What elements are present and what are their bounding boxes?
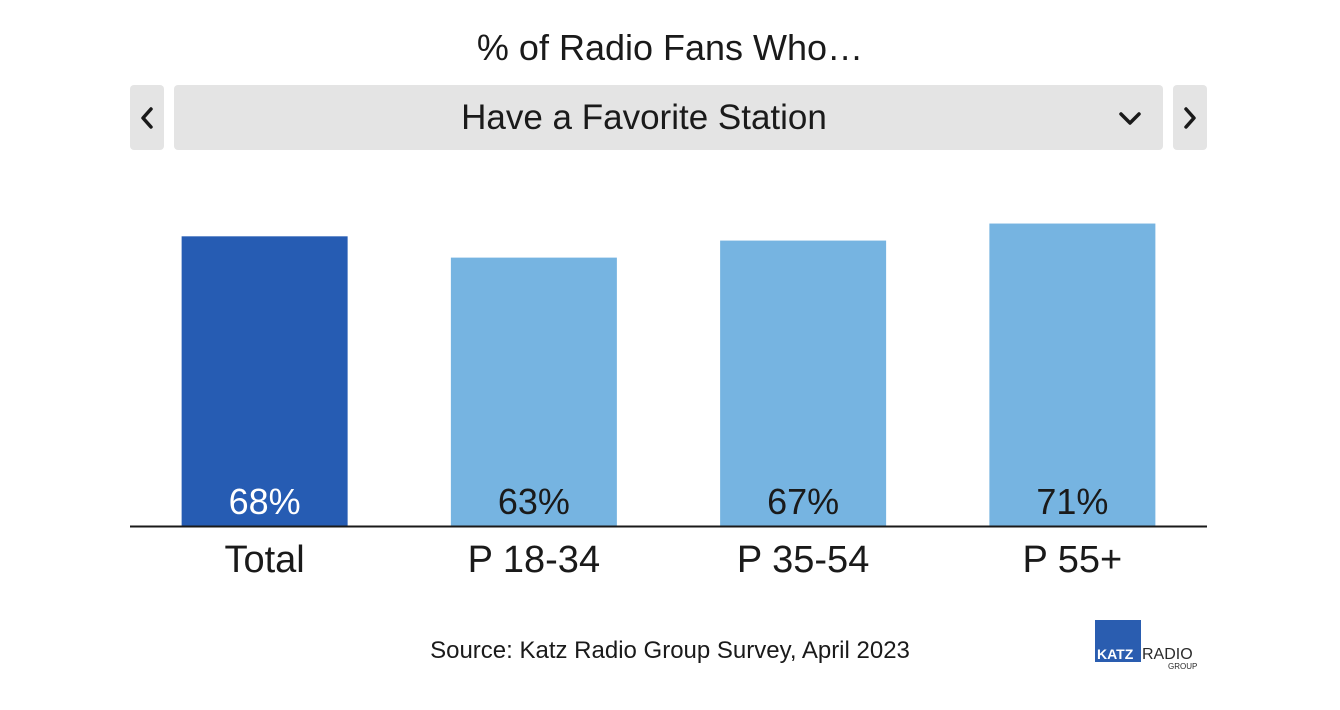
katz-radio-logo: KATZ RADIO GROUP — [1095, 620, 1205, 672]
chevron-left-icon — [141, 106, 153, 129]
chart-title: % of Radio Fans Who… — [476, 27, 864, 68]
logo-katz-text: KATZ — [1097, 646, 1134, 662]
bar-value-label: 67% — [767, 481, 839, 522]
dropdown-selected-value: Have a Favorite Station — [461, 98, 827, 137]
bar-value-label: 63% — [498, 481, 570, 522]
bar-chart: 68% Total 63% P 18-34 67% P 35-54 71% P 55+ — [130, 223, 1207, 581]
category-label: P 18-34 — [468, 539, 600, 581]
chevron-down-icon — [1119, 112, 1141, 125]
category-label: P 35-54 — [737, 539, 869, 581]
logo-radio-text: RADIO — [1142, 646, 1193, 663]
source-note: Source: Katz Radio Group Survey, April 2… — [430, 637, 910, 664]
category-label: Total — [224, 539, 304, 581]
question-dropdown[interactable]: Have a Favorite Station — [174, 85, 1163, 150]
bar-p-55- — [989, 223, 1156, 527]
logo-group-text: GROUP — [1168, 662, 1198, 671]
bar-value-label: 71% — [1036, 481, 1108, 522]
chevron-right-icon — [1184, 106, 1196, 129]
bar-p-35-54 — [720, 240, 887, 526]
bar-value-label: 68% — [229, 481, 301, 522]
category-label: P 55+ — [1023, 539, 1123, 581]
next-button[interactable] — [1173, 85, 1207, 150]
logo-box — [1095, 620, 1141, 662]
bar-total — [181, 236, 348, 526]
bar-p-18-34 — [450, 257, 617, 526]
previous-button[interactable] — [130, 85, 164, 150]
